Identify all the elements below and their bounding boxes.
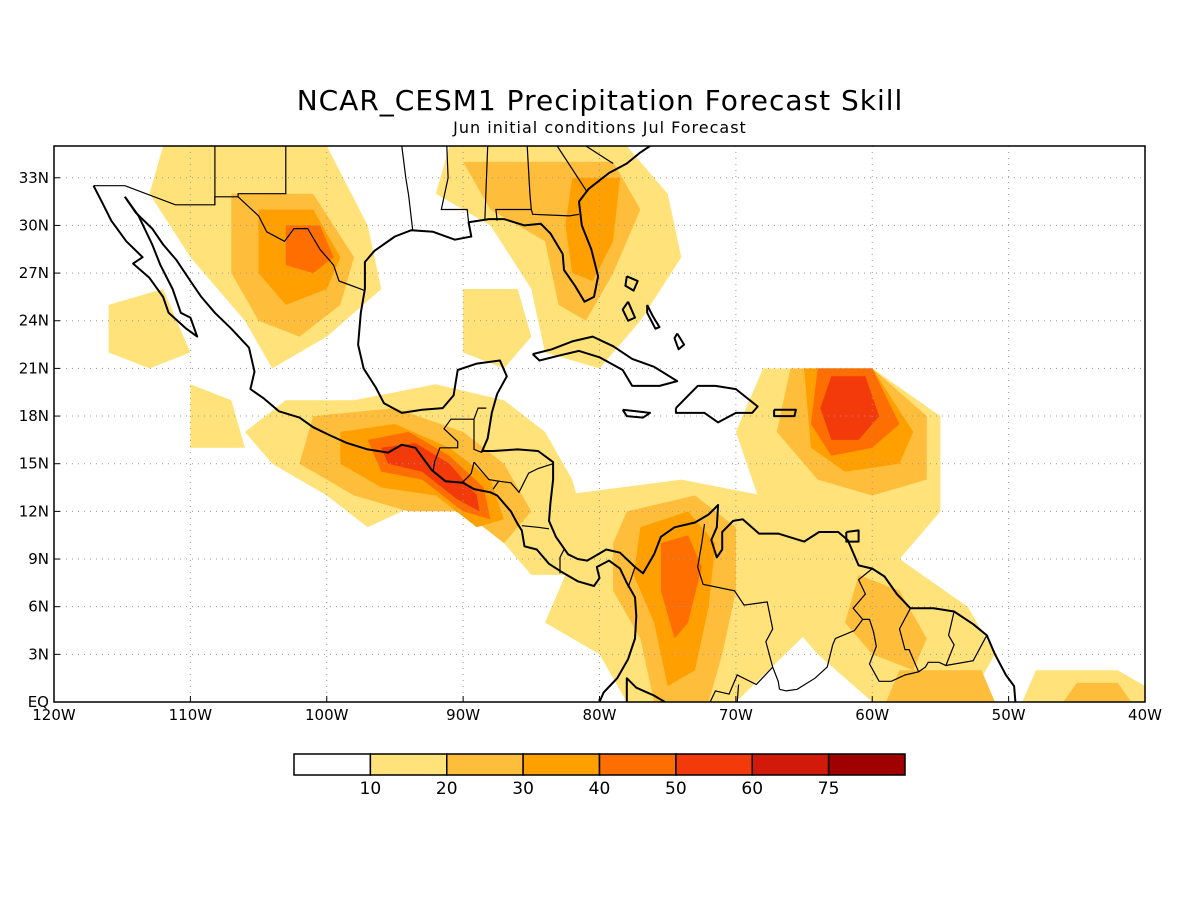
coastline bbox=[674, 384, 759, 424]
country-border bbox=[461, 461, 475, 484]
skill-region bbox=[660, 535, 702, 639]
country-border bbox=[736, 684, 740, 702]
skill-region bbox=[820, 376, 880, 440]
skill-region bbox=[885, 670, 995, 702]
country-border bbox=[473, 419, 483, 454]
legend-swatch bbox=[522, 753, 601, 776]
country-border bbox=[498, 463, 554, 494]
country-border bbox=[852, 568, 955, 682]
legend-swatch bbox=[446, 753, 524, 776]
skill-region bbox=[845, 574, 927, 671]
country-border bbox=[898, 608, 920, 673]
country-border bbox=[697, 524, 781, 690]
lon-tick-label: 120W bbox=[32, 706, 76, 724]
lat-tick-label: 30N bbox=[19, 216, 49, 234]
coastline bbox=[92, 185, 199, 338]
lat-tick-label: 3N bbox=[28, 645, 49, 663]
lon-tick-label: 40W bbox=[1128, 706, 1162, 724]
coastline bbox=[773, 408, 797, 418]
coastline bbox=[621, 301, 636, 322]
lon-tick-label: 60W bbox=[855, 706, 889, 724]
skill-region bbox=[1063, 682, 1132, 702]
coastline bbox=[673, 332, 686, 351]
lon-tick-label: 70W bbox=[719, 706, 753, 724]
country-border bbox=[484, 146, 489, 220]
country-border bbox=[432, 407, 487, 472]
country-border bbox=[440, 146, 470, 223]
lat-tick-label: 9N bbox=[28, 550, 49, 568]
skill-region bbox=[381, 443, 480, 512]
coastline-layer bbox=[92, 146, 1017, 702]
coastline bbox=[363, 146, 651, 303]
legend-swatch bbox=[675, 753, 753, 776]
lon-tick-label: 100W bbox=[305, 706, 349, 724]
map-subtitle: Jun initial conditions Jul Forecast bbox=[453, 118, 747, 137]
skill-region bbox=[108, 289, 191, 369]
legend-label: 60 bbox=[741, 779, 763, 799]
lat-tick-label: 18N bbox=[19, 407, 49, 425]
lat-tick-label: 12N bbox=[19, 502, 49, 520]
coastline bbox=[845, 529, 860, 543]
country-border bbox=[237, 146, 287, 197]
color-legend: 10 20 30 40 50 60 75 bbox=[293, 753, 906, 799]
skill-shading-layer bbox=[108, 146, 1145, 702]
country-border bbox=[585, 146, 614, 165]
country-border bbox=[521, 525, 550, 530]
coastline bbox=[532, 335, 679, 387]
lat-tick-label: 27N bbox=[19, 264, 49, 282]
country-border bbox=[779, 619, 864, 692]
lat-tick-label: EQ bbox=[28, 693, 49, 711]
skill-region bbox=[285, 225, 334, 274]
country-border bbox=[709, 666, 774, 702]
coastline bbox=[646, 304, 661, 330]
country-border bbox=[945, 635, 988, 667]
country-border bbox=[556, 146, 588, 193]
coastline bbox=[124, 196, 638, 702]
lat-tick-label: 21N bbox=[19, 359, 49, 377]
lat-tick-label: 6N bbox=[28, 598, 49, 616]
lat-tick-label: 24N bbox=[19, 312, 49, 330]
country-border bbox=[559, 549, 565, 574]
lon-tick-label: 80W bbox=[583, 706, 617, 724]
country-border bbox=[530, 209, 580, 217]
legend-label: 50 bbox=[665, 779, 687, 799]
country-border bbox=[93, 185, 366, 292]
skill-region bbox=[190, 384, 245, 448]
legend-label: 40 bbox=[589, 779, 611, 799]
lon-tick-label: 90W bbox=[446, 706, 480, 724]
coastline bbox=[625, 677, 667, 702]
country-border bbox=[627, 566, 636, 588]
legend-swatch bbox=[293, 753, 372, 776]
country-border bbox=[401, 146, 414, 231]
country-border bbox=[473, 461, 500, 490]
lon-tick-label: 50W bbox=[992, 706, 1026, 724]
map-title: NCAR_CESM1 Precipitation Forecast Skill bbox=[296, 84, 904, 117]
border-layer bbox=[93, 146, 988, 702]
lon-tick-label: 110W bbox=[169, 706, 213, 724]
legend-label: 10 bbox=[360, 779, 382, 799]
lat-tick-label: 33N bbox=[19, 169, 49, 187]
coastline bbox=[357, 288, 1017, 702]
legend-label: 20 bbox=[436, 779, 458, 799]
legend-swatch bbox=[751, 753, 830, 776]
coastline bbox=[624, 275, 639, 292]
legend-swatch bbox=[827, 753, 906, 776]
axis-labels: 120W 110W 100W 90W 80W 70W 60W 50W 40W 33N 30N 27N 2… bbox=[19, 169, 1162, 724]
legend-label: 75 bbox=[818, 779, 840, 799]
legend-swatch bbox=[598, 753, 677, 776]
skill-region bbox=[463, 289, 532, 369]
lat-tick-label: 15N bbox=[19, 455, 49, 473]
coastline bbox=[621, 408, 651, 419]
legend-label: 30 bbox=[512, 779, 534, 799]
legend-swatch bbox=[369, 753, 448, 776]
